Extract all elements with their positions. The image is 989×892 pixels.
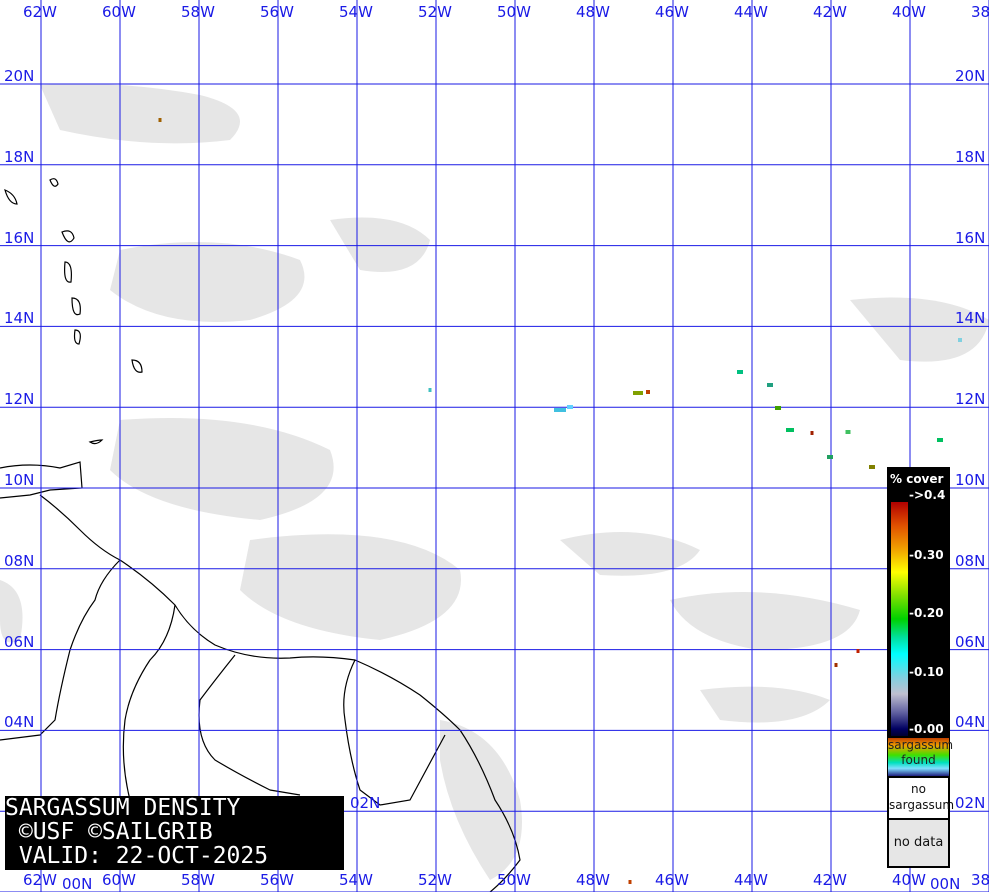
longitude-label: 62W bbox=[23, 871, 57, 889]
sargassum-patch bbox=[827, 455, 833, 459]
sargassum-patch bbox=[810, 431, 814, 435]
sargassum-patch bbox=[554, 408, 566, 412]
latitude-label: 20N bbox=[4, 67, 35, 85]
longitude-label: 44W bbox=[734, 3, 768, 21]
color-legend: % cover ->0.4 -0.30 -0.20 -0.10 -0.00 sa… bbox=[887, 467, 955, 868]
sargassum-patch bbox=[958, 338, 962, 342]
longitude-label: 60W bbox=[102, 871, 136, 889]
latitude-label: 08N bbox=[955, 551, 986, 570]
longitude-label: 56W bbox=[260, 871, 294, 889]
color-scale-bar bbox=[891, 502, 908, 736]
sargassum-patch bbox=[158, 118, 162, 122]
latitude-label: 08N bbox=[4, 551, 35, 570]
latitude-label: 12N bbox=[955, 390, 986, 409]
no-sargassum-swatch: no sargassum bbox=[889, 778, 955, 818]
longitude-label: 38 bbox=[971, 871, 989, 889]
longitude-label: 42W bbox=[813, 871, 847, 889]
legend-title: % cover bbox=[890, 472, 944, 486]
longitude-label: 56W bbox=[260, 3, 294, 21]
latitude-label: 18N bbox=[955, 147, 986, 166]
latitude-label: 02N bbox=[350, 794, 381, 813]
latitude-label: 16N bbox=[955, 228, 986, 247]
sargassum-patch bbox=[834, 663, 838, 667]
sargassum-patch bbox=[767, 383, 773, 387]
latitude-label: 18N bbox=[4, 147, 35, 166]
sargassum-patch bbox=[786, 428, 794, 432]
title-line: SARGASSUM DENSITY bbox=[5, 795, 241, 821]
sargassum-patch bbox=[646, 390, 650, 394]
sargassum-patch bbox=[856, 649, 860, 653]
valid-date-line: VALID: 22-OCT-2025 bbox=[5, 843, 269, 869]
longitude-label: 58W bbox=[181, 871, 215, 889]
found-label: found bbox=[901, 753, 936, 767]
sargassum-patch bbox=[737, 370, 743, 374]
legend-tick: ->0.4 bbox=[909, 488, 946, 502]
longitude-label: 38 bbox=[971, 3, 989, 21]
longitude-label: 54W bbox=[339, 3, 373, 21]
latitude-label: 16N bbox=[4, 228, 35, 247]
sargassum-patch bbox=[937, 438, 943, 442]
latitude-label: 04N bbox=[4, 713, 35, 732]
latitude-label: 10N bbox=[955, 471, 986, 489]
legend-tick: -0.00 bbox=[909, 722, 944, 736]
latitude-label: 14N bbox=[955, 309, 986, 328]
longitude-label: 62W bbox=[23, 3, 57, 21]
longitude-label: 52W bbox=[418, 3, 452, 21]
latitude-label: 00N bbox=[930, 875, 961, 892]
latitude-label: 14N bbox=[4, 309, 35, 328]
longitude-label: 60W bbox=[102, 3, 136, 21]
latitude-label: 10N bbox=[4, 471, 35, 489]
longitude-label: 40W bbox=[892, 3, 926, 21]
longitude-label: 48W bbox=[576, 871, 610, 889]
latitude-label: 12N bbox=[4, 390, 35, 409]
sargassum-patch bbox=[628, 880, 632, 884]
sargassum-patch bbox=[633, 391, 643, 395]
longitude-label: 52W bbox=[418, 871, 452, 889]
legend-tick: -0.10 bbox=[909, 665, 944, 679]
sargassum-found-swatch: sargassum found bbox=[888, 738, 954, 776]
sargassum-patch bbox=[428, 388, 432, 392]
longitude-label: 50W bbox=[497, 3, 531, 21]
latitude-label: 02N bbox=[955, 794, 986, 813]
latitude-label: 04N bbox=[955, 713, 986, 732]
longitude-label: 50W bbox=[497, 871, 531, 889]
sargassum-patch bbox=[845, 430, 851, 434]
longitude-label: 46W bbox=[655, 871, 689, 889]
latitude-label: 20N bbox=[955, 67, 986, 85]
longitude-label: 46W bbox=[655, 3, 689, 21]
legend-tick: -0.30 bbox=[909, 548, 944, 562]
sargassum-detections bbox=[158, 118, 962, 884]
no-sargassum-label: sargassum bbox=[889, 798, 955, 812]
sargassum-patch bbox=[567, 405, 573, 409]
no-data-swatch: no data bbox=[889, 820, 948, 866]
latitude-label: 00N bbox=[62, 875, 93, 892]
title-box: SARGASSUM DENSITY ©USF ©SAILGRIB VALID: … bbox=[5, 796, 344, 870]
longitude-label: 58W bbox=[181, 3, 215, 21]
found-label: sargassum bbox=[888, 738, 954, 752]
longitude-label: 48W bbox=[576, 3, 610, 21]
sargassum-patch bbox=[869, 465, 875, 469]
no-sargassum-label: no bbox=[911, 782, 926, 796]
legend-tick: -0.20 bbox=[909, 606, 944, 620]
longitude-label: 40W bbox=[892, 871, 926, 889]
longitude-label: 44W bbox=[734, 871, 768, 889]
cloud-cover bbox=[0, 83, 989, 880]
latitude-label: 06N bbox=[955, 632, 986, 651]
longitude-label: 54W bbox=[339, 871, 373, 889]
copyright-line: ©USF ©SAILGRIB bbox=[5, 819, 213, 845]
sargassum-patch bbox=[775, 406, 781, 410]
latitude-label: 06N bbox=[4, 632, 35, 651]
longitude-label: 42W bbox=[813, 3, 847, 21]
